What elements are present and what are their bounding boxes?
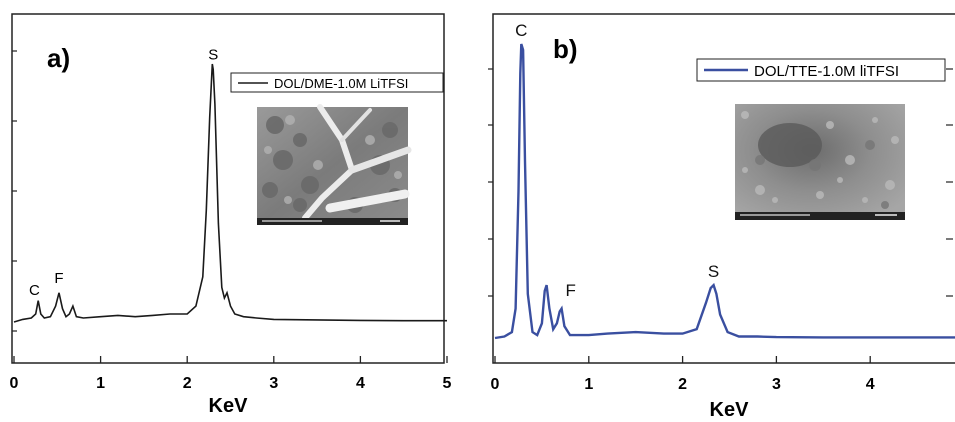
panel-a-legend-label: DOL/DME-1.0M LiTFSI [274,76,408,91]
panel-b-x-tick-labels: 0 1 2 3 4 [491,376,875,393]
panel-a-y-ticks [12,50,17,332]
panel-b-y-ticks [488,68,953,297]
panel-a: a) 0 1 2 3 4 5 KeV C F S DOL/DME-1.0M LiTFSI [10,13,452,417]
panel-a-x-tick-label-4: 4 [356,375,365,392]
panel-b-x-tick-label-1: 1 [584,376,593,393]
panel-a-x-tick-label-1: 1 [96,375,105,392]
panel-a-peak-label-c: C [29,282,40,299]
panel-a-label: a) [47,43,70,73]
panel-b-x-tick-label-3: 3 [772,376,781,393]
panel-b-legend: DOL/TTE-1.0M liTFSI [696,58,946,82]
panel-a-frame [11,13,445,364]
panel-b-legend-label: DOL/TTE-1.0M liTFSI [754,63,899,80]
panel-a-sem-inset [257,104,412,225]
panel-b-peak-label-f: F [566,281,576,300]
panel-a-x-tick-label-0: 0 [10,375,19,392]
panel-b-x-tick-label-0: 0 [491,376,500,393]
panel-a-peak-label-f: F [54,270,63,287]
panel-b-frame [492,13,955,364]
panel-b-label: b) [553,34,578,64]
panel-b-x-tick-label-4: 4 [866,376,875,393]
panel-a-x-tick-label-2: 2 [183,375,192,392]
panel-b-peak-label-s: S [708,262,719,281]
panel-a-legend: DOL/DME-1.0M LiTFSI [230,72,444,93]
panel-b-sem-inset [735,104,905,220]
panel-b-x-ticks [494,356,871,363]
panel-b-x-axis-title: KeV [710,399,750,421]
panel-a-series-line [13,63,447,323]
panel-b-x-tick-label-2: 2 [678,376,687,393]
panel-b-series-line [494,43,955,340]
panel-a-peak-label-s: S [208,46,218,63]
panel-b: b) 0 1 2 3 4 KeV C F S DOL/TTE-1.0M liTFSI [488,13,955,421]
panel-a-x-tick-label-3: 3 [269,375,278,392]
panel-a-x-tick-labels: 0 1 2 3 4 5 [10,375,452,392]
panel-a-x-axis-title: KeV [209,395,249,417]
panel-a-x-ticks [13,356,448,363]
panel-b-peak-label-c: C [515,21,527,40]
panel-a-legend-box [230,72,444,93]
panel-a-x-tick-label-5: 5 [443,375,452,392]
panel-b-legend-box [696,58,946,82]
